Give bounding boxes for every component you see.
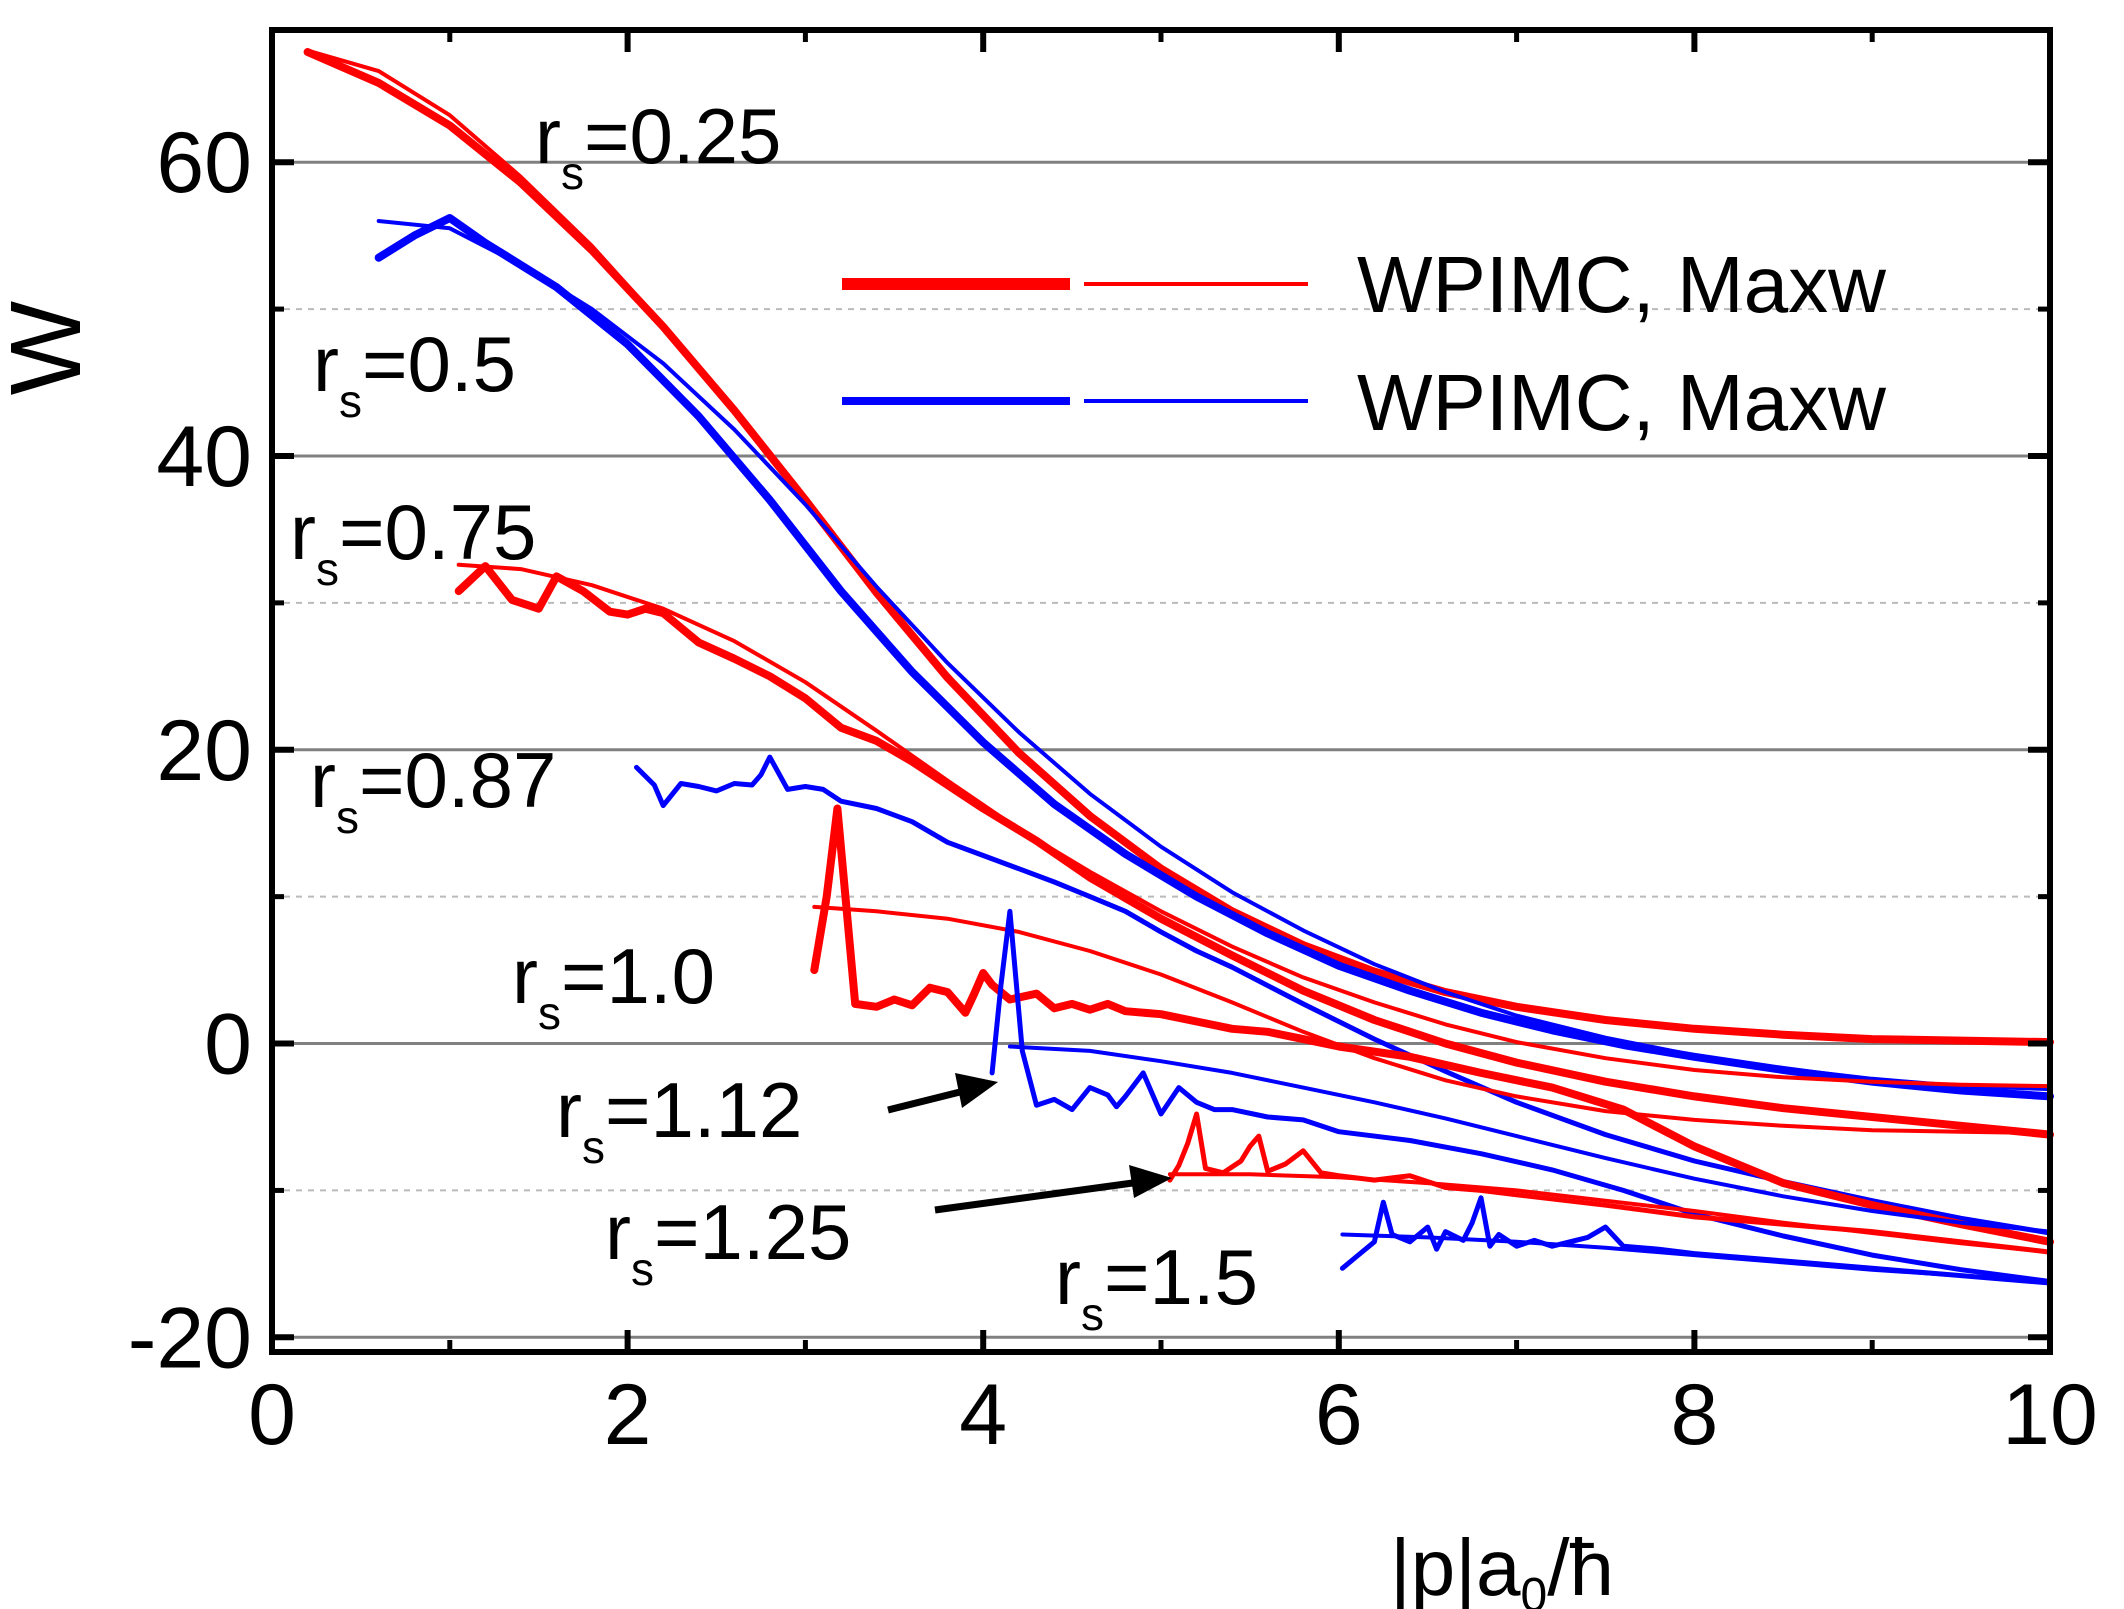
annotation-rs-0.25: rs=0.25 — [535, 92, 781, 199]
series-line-10 — [1007, 1044, 2052, 1234]
x-tick-label: 8 — [1670, 1367, 1718, 1463]
annotation-rs-0.87: rs=0.87 — [310, 736, 556, 843]
arrow-rs-1.25-head — [1129, 1165, 1172, 1198]
series-line-7 — [810, 804, 2054, 1246]
legend-blue-label: WPIMC, Maxw — [1357, 358, 1886, 447]
arrow-rs-1.25-shaft — [934, 1178, 1141, 1214]
plot-frame — [269, 27, 2053, 1355]
series-layer — [303, 48, 2054, 1286]
legend: WPIMC, Maxw WPIMC, Maxw — [842, 240, 1886, 447]
series-line-11 — [1167, 1111, 2053, 1255]
arrow-rs-1.12-shaft — [887, 1086, 969, 1114]
x-tick-label: 4 — [959, 1367, 1007, 1463]
series-line-12 — [1167, 1172, 2052, 1255]
series-line-5 — [456, 562, 2052, 1089]
series-line-1 — [305, 48, 2052, 1045]
annotations: rs=0.25 rs=0.5 rs=0.75 rs=0.87 rs=1.0 rs… — [290, 92, 1258, 1340]
series-line-9 — [989, 908, 2053, 1284]
series-line-3 — [376, 219, 2052, 1092]
axis-ticks — [269, 30, 2053, 1352]
legend-red-label: WPIMC, Maxw — [1357, 240, 1886, 329]
series-line-6 — [634, 754, 2053, 1236]
annotation-rs-0.75: rs=0.75 — [290, 488, 536, 595]
arrow-rs-1.12-head — [955, 1073, 998, 1108]
x-axis-label-sub: 0 — [1521, 1569, 1548, 1609]
x-tick-label: 10 — [2002, 1367, 2098, 1463]
x-tick-label: 6 — [1315, 1367, 1363, 1463]
x-axis-label: |p|a0/ħ — [1390, 1523, 1614, 1609]
y-tick-label: 0 — [204, 997, 252, 1093]
annotation-rs-1.12: rs=1.12 — [556, 1066, 802, 1173]
series-line-14 — [1340, 1232, 2052, 1284]
y-tick-label: -20 — [128, 1290, 252, 1386]
x-tick-label: 0 — [248, 1367, 296, 1463]
y-tick-label: 60 — [156, 115, 252, 211]
annotation-rs-1.0: rs=1.0 — [512, 932, 715, 1039]
arrows — [887, 1073, 1172, 1214]
annotation-rs-0.5: rs=0.5 — [313, 320, 516, 427]
series-line-0 — [303, 48, 2054, 1047]
x-tick-label: 2 — [604, 1367, 652, 1463]
x-axis-label-main: |p|a — [1390, 1523, 1521, 1609]
series-line-4 — [454, 562, 2054, 1139]
y-tick-label: 20 — [156, 703, 252, 799]
y-tick-label: 40 — [156, 409, 252, 505]
annotation-rs-1.5: rs=1.5 — [1055, 1233, 1258, 1340]
x-axis-label-tail: /ħ — [1547, 1523, 1614, 1609]
annotation-rs-1.25: rs=1.25 — [605, 1188, 851, 1295]
series-line-8 — [812, 904, 2052, 1136]
y-axis-label: W — [0, 300, 102, 395]
